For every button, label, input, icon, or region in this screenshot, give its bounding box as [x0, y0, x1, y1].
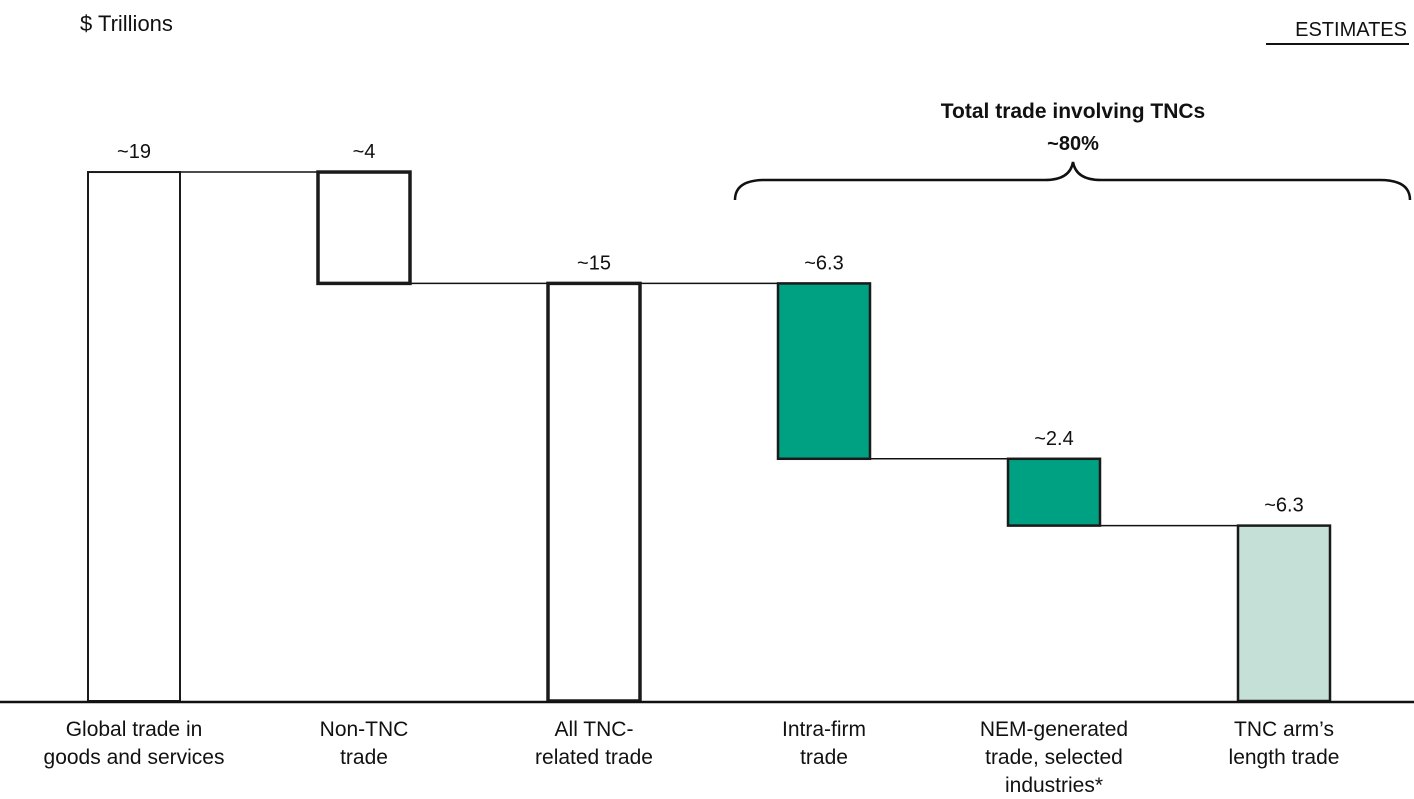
category-labels: Global trade in goods and services Non-TNC… — [44, 718, 1340, 797]
bar-4 — [1006, 457, 1102, 527]
category-label-line: length trade — [1229, 746, 1340, 769]
tnc-brace — [733, 161, 1412, 201]
bar-1 — [316, 170, 412, 286]
value-labels: ~19 ~4 ~15 ~6.3 ~2.4 ~6.3 — [117, 141, 1304, 517]
category-label-3: Intra-firm trade — [782, 718, 866, 769]
category-label-line: Intra-firm — [782, 718, 866, 741]
category-label-5: TNC arm’s length trade — [1229, 718, 1340, 769]
category-label-line: All TNC- — [555, 718, 634, 741]
value-label-2: ~15 — [577, 252, 611, 274]
brace-title: Total trade involving TNCs — [941, 100, 1205, 123]
bars — [87, 170, 1332, 703]
bar-5 — [1236, 524, 1332, 703]
category-label-line: Non-TNC — [320, 718, 409, 741]
value-label-5: ~6.3 — [1264, 495, 1303, 517]
category-label-line: Global trade in — [66, 718, 203, 741]
category-label-line: trade — [340, 746, 388, 769]
category-label-2: All TNC-related trade — [535, 718, 653, 769]
category-label-line: NEM-generated — [980, 718, 1128, 741]
category-label-1: Non-TNC trade — [320, 718, 409, 769]
category-label-line: goods and services — [44, 746, 225, 769]
value-label-4: ~2.4 — [1034, 428, 1073, 450]
category-label-4: NEM-generated trade, selected industries* — [980, 718, 1128, 797]
bar-2 — [546, 281, 642, 703]
bar-3 — [776, 282, 872, 461]
category-label-0: Global trade in goods and services — [44, 718, 225, 769]
connector-lines — [180, 171, 1238, 527]
category-label-line: TNC arm’s — [1234, 718, 1334, 741]
category-label-line: related trade — [535, 746, 653, 769]
estimates-badge: ESTIMATES — [1295, 19, 1407, 41]
category-label-line: trade — [800, 746, 848, 769]
value-label-3: ~6.3 — [804, 252, 843, 274]
value-label-0: ~19 — [117, 141, 151, 163]
brace-percentage: ~80% — [1047, 133, 1099, 155]
bar-0 — [87, 171, 181, 703]
category-label-line: industries* — [1005, 774, 1103, 797]
category-label-line: trade, selected — [985, 746, 1123, 769]
value-label-1: ~4 — [353, 141, 376, 163]
unit-label: $ Trillions — [80, 11, 173, 36]
